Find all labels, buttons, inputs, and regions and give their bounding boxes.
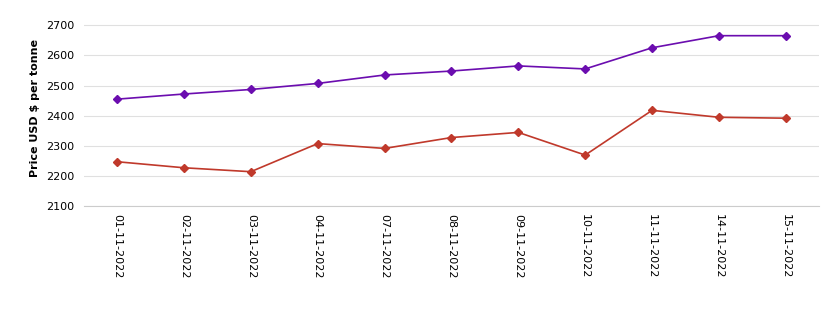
SHFE xyxy=(446,69,456,73)
LME xyxy=(513,131,523,135)
SHFE xyxy=(781,34,791,38)
SHFE xyxy=(513,64,523,68)
SHFE xyxy=(380,73,390,77)
SHFE xyxy=(246,88,256,92)
LME xyxy=(313,142,323,146)
LME xyxy=(714,115,724,119)
Y-axis label: Price USD $ per tonne: Price USD $ per tonne xyxy=(30,39,40,177)
LME xyxy=(647,108,657,112)
SHFE xyxy=(112,97,122,101)
LME xyxy=(179,166,189,170)
Line: SHFE: SHFE xyxy=(115,33,788,102)
SHFE xyxy=(647,46,657,50)
LME xyxy=(112,160,122,164)
Line: LME: LME xyxy=(115,108,788,174)
LME xyxy=(446,136,456,140)
LME xyxy=(580,153,590,157)
LME xyxy=(246,170,256,174)
LME xyxy=(781,116,791,120)
SHFE xyxy=(179,92,189,96)
SHFE xyxy=(714,34,724,38)
LME xyxy=(380,147,390,151)
SHFE xyxy=(580,67,590,71)
SHFE xyxy=(313,82,323,86)
